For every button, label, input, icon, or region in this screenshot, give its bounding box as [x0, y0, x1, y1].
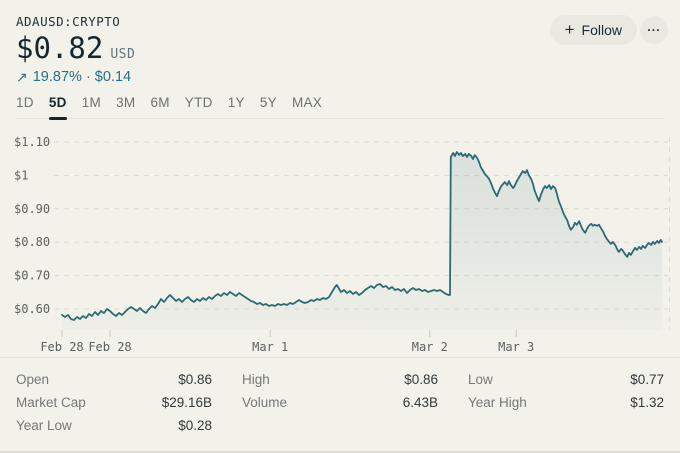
- current-price: $0.82: [16, 31, 104, 65]
- stat-label: Market Cap: [16, 395, 86, 410]
- stat-market-cap: Market Cap $29.16B: [16, 391, 212, 414]
- stat-value: $0.86: [404, 372, 438, 387]
- stat-empty: [242, 414, 438, 437]
- y-axis-label: $1.10: [14, 135, 50, 149]
- stat-value: $1.32: [630, 395, 664, 410]
- tab-1d[interactable]: 1D: [16, 95, 34, 110]
- plus-icon: +: [564, 20, 575, 39]
- y-axis-label: $1: [14, 168, 28, 182]
- tab-6m[interactable]: 6M: [150, 95, 170, 110]
- stat-volume: Volume 6.43B: [242, 391, 438, 414]
- y-axis-label: $0.70: [14, 269, 50, 283]
- stat-label: Low: [468, 372, 493, 387]
- stat-label: Volume: [242, 395, 288, 410]
- stats-table: Open $0.86 High $0.86 Low $0.77 Market Cap $29.…: [0, 357, 680, 443]
- stat-year-low: Year Low $0.28: [16, 414, 212, 437]
- stat-label: Year Low: [16, 418, 72, 433]
- change-text: 19.87% · $0.14: [32, 69, 132, 85]
- stat-value: $0.86: [178, 372, 212, 387]
- stat-value: $0.28: [178, 418, 212, 433]
- stat-value: $0.77: [630, 372, 664, 387]
- price-chart[interactable]: $1.10 $1 $0.90 $0.80 $0.70 $0.60 Feb 28 Feb 28 M…: [0, 127, 680, 357]
- stat-open: Open $0.86: [16, 368, 212, 391]
- follow-button[interactable]: + Follow: [549, 15, 637, 45]
- up-arrow-icon: ↗: [16, 68, 28, 85]
- x-axis-label: Mar 3: [498, 340, 534, 354]
- stat-year-high: Year High $1.32: [468, 391, 664, 414]
- price-area: [62, 152, 662, 330]
- price-change: ↗ 19.87% · $0.14: [16, 68, 664, 86]
- stat-low: Low $0.77: [468, 368, 664, 391]
- header: ADAUSD:CRYPTO $0.82 USD ↗ 19.87% · $0.14…: [0, 0, 680, 86]
- tab-5y[interactable]: 5Y: [259, 95, 277, 110]
- tab-max[interactable]: MAX: [291, 95, 323, 110]
- stat-value: 6.43B: [402, 395, 438, 410]
- x-axis-label: Feb 28: [40, 340, 83, 354]
- x-axis-label: Feb 28: [88, 340, 131, 354]
- currency-label: USD: [110, 47, 136, 62]
- price-row: $0.82 USD: [16, 32, 664, 64]
- y-axis-label: $0.80: [14, 235, 50, 249]
- tab-5d[interactable]: 5D: [48, 95, 67, 120]
- y-axis-label: $0.60: [14, 302, 50, 316]
- chart-area: $1.10 $1 $0.90 $0.80 $0.70 $0.60 Feb 28 Feb 28 M…: [0, 127, 680, 357]
- tab-1y[interactable]: 1Y: [227, 95, 245, 110]
- y-axis-label: $0.90: [14, 202, 50, 216]
- range-tabs: 1D 5D 1M 3M 6M YTD 1Y 5Y MAX: [16, 95, 664, 120]
- tab-1m[interactable]: 1M: [81, 95, 102, 110]
- stat-empty: [468, 414, 664, 437]
- follow-label: Follow: [581, 22, 622, 38]
- ellipsis-icon: ···: [647, 23, 661, 37]
- price-line: [61, 151, 663, 321]
- stat-label: Open: [16, 372, 50, 387]
- stat-high: High $0.86: [242, 368, 438, 391]
- ticker-symbol: ADAUSD:CRYPTO: [16, 14, 121, 29]
- x-axis-label: Mar 2: [412, 340, 448, 354]
- more-button[interactable]: ···: [640, 16, 668, 44]
- stat-value: $29.16B: [161, 395, 212, 410]
- tab-ytd[interactable]: YTD: [184, 95, 213, 110]
- stat-label: High: [242, 372, 270, 387]
- tab-3m[interactable]: 3M: [116, 95, 136, 110]
- stat-label: Year High: [468, 395, 527, 410]
- x-axis-label: Mar 1: [252, 340, 288, 354]
